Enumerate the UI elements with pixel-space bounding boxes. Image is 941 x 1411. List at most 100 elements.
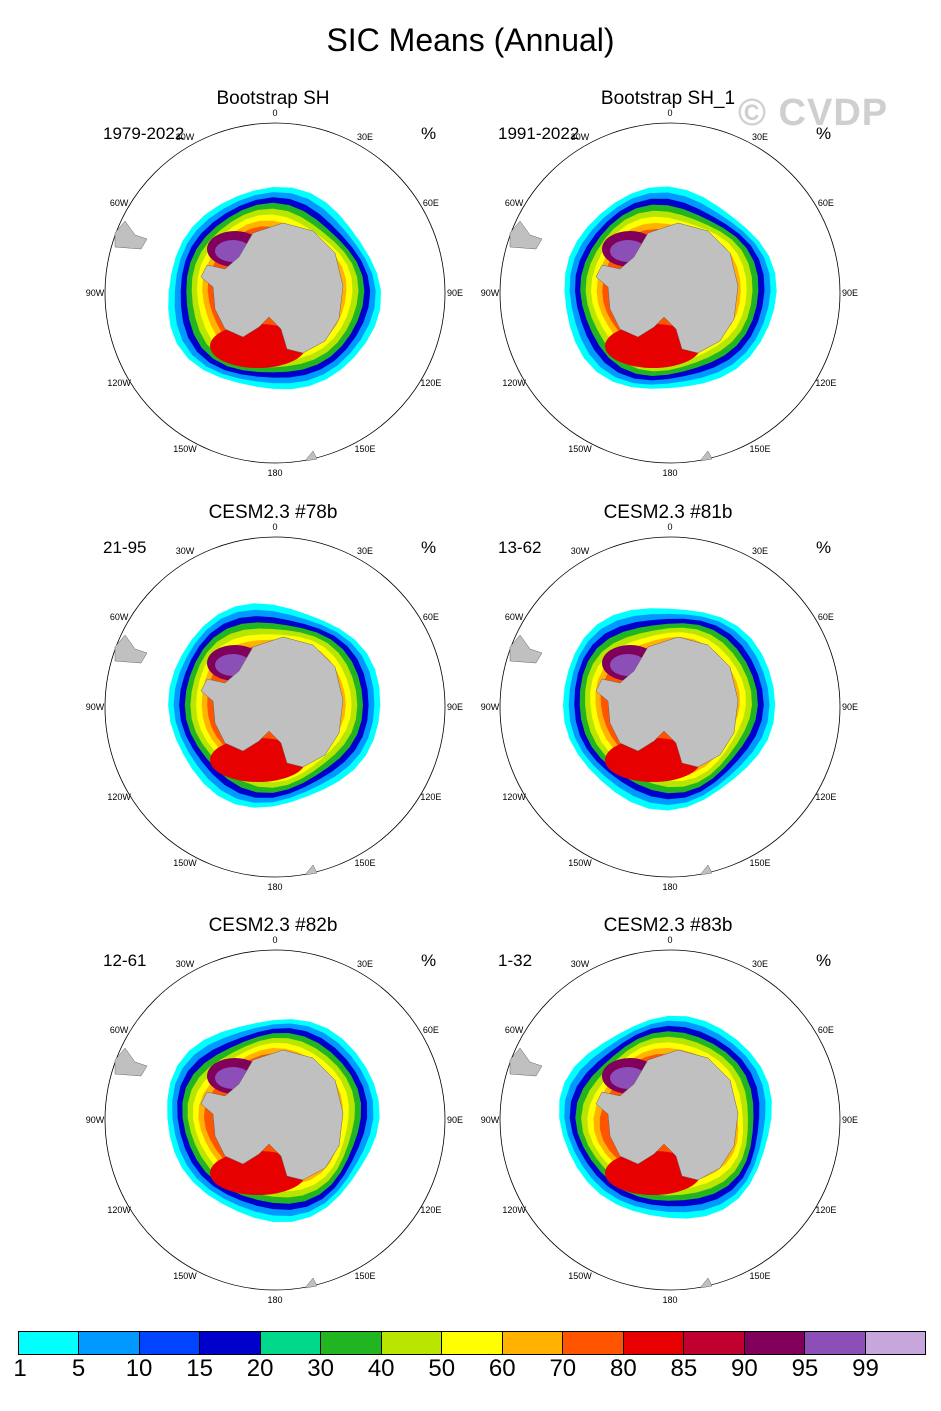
longitude-label: 180 (267, 1295, 282, 1305)
panel-period: 12-61 (103, 951, 147, 970)
colorbar-label: 85 (670, 1355, 698, 1382)
longitude-label: 30E (752, 546, 768, 556)
longitude-label: 90W (86, 702, 105, 712)
colorbar-box (19, 1332, 80, 1354)
colorbar-label: 15 (186, 1355, 213, 1382)
longitude-label: 150W (568, 858, 592, 868)
longitude-label: 0 (272, 935, 277, 945)
longitude-label: 90W (481, 1115, 500, 1125)
longitude-label: 60W (505, 1025, 524, 1035)
longitude-label: 60W (110, 198, 129, 208)
ross-sea-ice-patch (210, 1151, 306, 1195)
colorbar-label: 99 (852, 1355, 879, 1382)
panel-period: 1991-2022 (498, 124, 580, 143)
colorbar-box (502, 1332, 564, 1354)
longitude-label: 90W (86, 1115, 105, 1125)
longitude-label: 0 (667, 522, 672, 532)
polar-map: 0 30E 60E 90E 120E 150E 180 150W 120W 90W 60W 30W (481, 935, 858, 1305)
longitude-label: 60W (505, 198, 524, 208)
polar-map: 0 30E 60E 90E 120E 150E 180 150W 120W 90W 60W 30W (86, 935, 463, 1305)
longitude-label: 30W (176, 959, 195, 969)
map-panel: CESM2.3 #78b 21-95% 0 30E 60E 90E 120E 150E 180 1… (86, 502, 463, 902)
ross-sea-ice-patch (210, 324, 306, 368)
longitude-label: 120W (502, 378, 526, 388)
longitude-label: 150E (354, 1271, 375, 1281)
longitude-label: 120W (107, 1205, 131, 1215)
longitude-label: 60E (818, 1025, 834, 1035)
south-america-landmass (509, 634, 543, 664)
colorbar-box (563, 1332, 624, 1354)
ross-sea-ice-patch (210, 738, 306, 782)
longitude-label: 120W (107, 378, 131, 388)
longitude-label: 30W (176, 546, 195, 556)
longitude-label: 90E (842, 702, 858, 712)
colorbar-box (79, 1332, 140, 1354)
map-panel: Bootstrap SH 1979-2022% 0 30E 60E 90E 120E 150E… (86, 88, 463, 488)
antarctica-landmass (200, 222, 344, 354)
colorbar-box (684, 1332, 745, 1354)
panel-units: % (421, 538, 437, 557)
longitude-label: 150E (354, 858, 375, 868)
panel-title: CESM2.3 #83b (603, 915, 733, 936)
longitude-label: 60E (818, 612, 834, 622)
longitude-label: 120E (815, 1205, 836, 1215)
colorbar-label: 90 (731, 1355, 758, 1382)
panel-title: CESM2.3 #78b (208, 502, 338, 523)
longitude-label: 90E (842, 288, 858, 298)
new-zealand-landmass (304, 1277, 318, 1289)
antarctica-landmass (595, 222, 739, 354)
longitude-label: 150E (749, 1271, 770, 1281)
longitude-label: 180 (267, 468, 282, 478)
colorbar-label: 20 (246, 1355, 274, 1382)
panel-period: 21-95 (103, 538, 147, 557)
panel-units: % (421, 951, 437, 970)
longitude-label: 180 (267, 882, 282, 892)
longitude-label: 150W (173, 1271, 197, 1281)
panel-units: % (816, 124, 832, 143)
colorbar-box (321, 1332, 382, 1354)
map-panel: Bootstrap SH_1 1991-2022% 0 30E 60E 90E 120E 15… (481, 88, 858, 488)
panel-title: Bootstrap SH_1 (600, 88, 736, 109)
colorbar-box (805, 1332, 866, 1354)
longitude-label: 150W (568, 1271, 592, 1281)
longitude-label: 60E (423, 612, 439, 622)
colorbar-box (744, 1332, 806, 1354)
panel-title: CESM2.3 #82b (208, 915, 338, 936)
ross-sea-ice-patch (605, 324, 701, 368)
colorbar-box (442, 1332, 503, 1354)
longitude-label: 120W (502, 1205, 526, 1215)
longitude-label: 30W (571, 546, 590, 556)
longitude-label: 60W (110, 612, 129, 622)
longitude-label: 180 (662, 468, 677, 478)
longitude-label: 90E (842, 1115, 858, 1125)
colorbar (18, 1331, 926, 1355)
map-panel: CESM2.3 #81b 13-62% 0 30E 60E 90E 120E 150E 180 1… (481, 502, 858, 902)
antarctica-landmass (595, 1049, 739, 1181)
antarctica-landmass (200, 636, 344, 768)
colorbar-label: 80 (609, 1355, 637, 1382)
map-panel: CESM2.3 #83b 1-32% 0 30E 60E 90E 120E 150E 180 15… (481, 915, 858, 1315)
longitude-label: 30E (752, 132, 768, 142)
longitude-label: 30E (357, 132, 373, 142)
longitude-label: 150E (749, 444, 770, 454)
figure-title: SIC Means (Annual) (326, 22, 615, 58)
longitude-label: 30E (357, 546, 373, 556)
longitude-label: 120E (420, 792, 441, 802)
longitude-label: 150W (173, 444, 197, 454)
south-america-landmass (114, 634, 148, 664)
longitude-label: 150E (354, 444, 375, 454)
watermark: © CVDP (738, 92, 889, 134)
new-zealand-landmass (304, 864, 318, 876)
panel-title: Bootstrap SH (216, 88, 330, 109)
panel-period: 1-32 (498, 951, 533, 970)
colorbar-box (139, 1332, 201, 1354)
longitude-label: 90W (86, 288, 105, 298)
longitude-label: 120W (107, 792, 131, 802)
ross-sea-ice-patch (605, 738, 701, 782)
colorbar-box (260, 1332, 322, 1354)
longitude-label: 30W (571, 959, 590, 969)
longitude-label: 60W (505, 612, 524, 622)
longitude-label: 90E (447, 1115, 463, 1125)
colorbar-box (200, 1332, 261, 1354)
longitude-label: 30W (176, 132, 195, 142)
